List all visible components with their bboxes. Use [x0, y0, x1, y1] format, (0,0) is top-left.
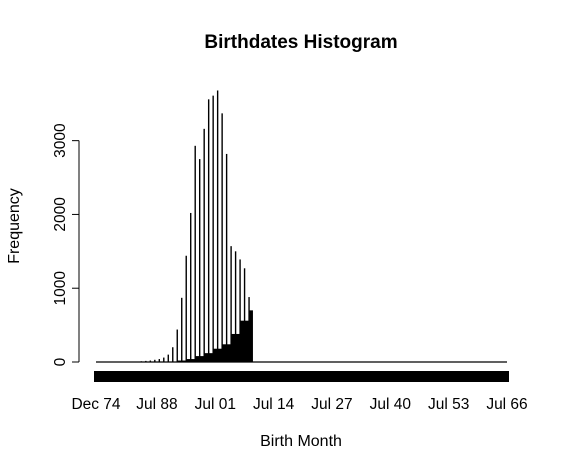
y-tick-label: 3000 — [52, 123, 69, 158]
x-tick-label: Jul 88 — [136, 396, 177, 413]
histogram-bar — [185, 255, 187, 362]
histogram-bar — [207, 99, 210, 363]
histogram-bar — [158, 359, 161, 362]
x-axis-label: Birth Month — [260, 433, 342, 450]
histogram-bar — [216, 90, 219, 362]
x-axis-rug-band — [94, 371, 509, 382]
x-tick-labels: Dec 74 Jul 88 Jul 01 Jul 14 Jul 27 Jul 40 Jul … — [71, 396, 527, 413]
histogram-bar — [163, 357, 165, 362]
histogram-bar — [234, 251, 237, 362]
x-tick-label: Jul 01 — [195, 396, 236, 413]
y-axis-label: Frequency — [6, 188, 23, 264]
y-tick-label: 2000 — [52, 197, 69, 232]
x-tick-label: Jul 53 — [428, 396, 469, 413]
histogram-bar — [176, 329, 178, 362]
y-axis: 0 1000 2000 3000 — [52, 123, 80, 366]
monthly-bars — [248, 310, 253, 362]
x-tick-label: Jul 40 — [370, 396, 412, 413]
histogram-bar — [248, 297, 250, 362]
bars-group — [140, 90, 253, 363]
histogram-bar — [194, 145, 196, 362]
histogram-bar — [172, 347, 174, 362]
x-tick-label: Jul 14 — [253, 396, 295, 413]
histogram-bar — [243, 268, 246, 362]
histogram-bar — [190, 212, 192, 362]
histogram-bar — [212, 95, 214, 363]
histogram-bar — [239, 259, 241, 362]
histogram-bar — [154, 359, 156, 362]
x-tick-label: Dec 74 — [71, 396, 120, 413]
histogram-bar — [225, 153, 228, 362]
x-tick-label: Jul 27 — [311, 396, 352, 413]
histogram-bar — [198, 159, 201, 362]
y-tick-label: 1000 — [52, 271, 69, 306]
histogram-bar — [149, 360, 152, 362]
histogram-bar — [230, 246, 232, 362]
y-tick-label: 0 — [52, 357, 69, 366]
x-tick-label: Jul 66 — [486, 396, 527, 413]
chart-title: Birthdates Histogram — [204, 32, 397, 53]
histogram-bar — [203, 128, 205, 362]
histogram-bar — [167, 354, 169, 362]
histogram-bar — [221, 113, 223, 362]
histogram-bar — [181, 297, 183, 362]
